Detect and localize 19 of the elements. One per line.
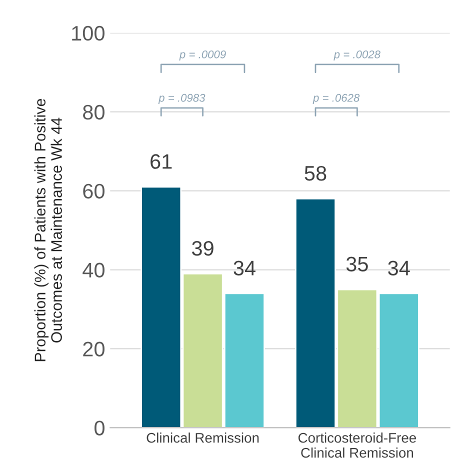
data-label: 61 [150,154,172,169]
x-tick-label: Corticosteroid-Free Clinical Remission [298,432,416,458]
data-label: 39 [192,240,214,256]
annotation: p = .0028 [334,50,380,61]
y-tick-label: 0 [94,420,104,436]
annotation: p = .0628 [312,94,360,104]
y-axis-title: Proportion (%) of Patients with Positive Outcomes at Maintenance Wk 44 [34,98,62,362]
y-tick-label: 100 [72,26,104,41]
y-tick-label: 20 [83,342,104,356]
annotation: p = .0983 [158,94,206,104]
data-label: 58 [304,166,326,181]
annotation: p = .0009 [179,50,226,61]
y-tick-label: 60 [83,184,104,199]
x-tick-label: Clinical Remission [146,432,259,443]
y-tick-label: 80 [83,104,104,120]
data-label: 35 [346,256,368,272]
y-tick-label: 40 [82,262,104,278]
data-label: 34 [388,260,410,276]
data-label: 34 [234,260,256,276]
